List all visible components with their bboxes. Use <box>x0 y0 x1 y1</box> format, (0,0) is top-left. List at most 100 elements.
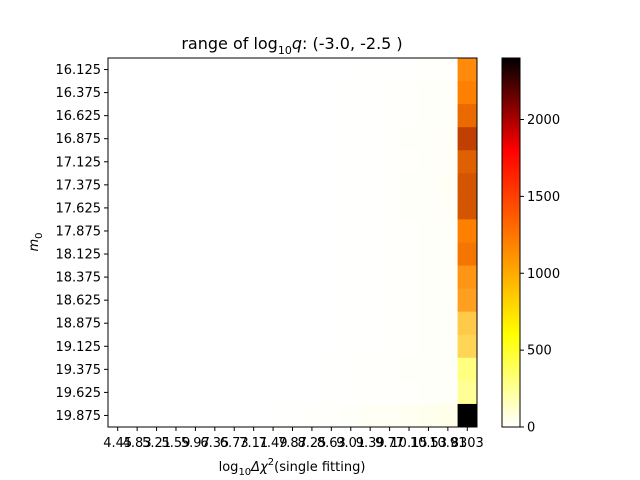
x-axis-label: log10Δχ2(single fitting) <box>219 457 366 478</box>
y-tick-label: 16.625 <box>56 109 102 124</box>
heatmap-cell <box>379 357 400 382</box>
heatmap-cell <box>243 104 264 128</box>
heatmap-cell <box>243 81 264 105</box>
title-variable: q <box>292 34 302 53</box>
heatmap-cell <box>263 196 284 220</box>
y-tick-label: 19.125 <box>56 340 102 355</box>
heatmap-cell <box>108 334 128 359</box>
heatmap-cell <box>243 219 264 243</box>
x-tick-label: 8.63 <box>317 436 346 451</box>
heatmap-cell <box>224 196 245 220</box>
heatmap-cell <box>302 173 323 197</box>
heatmap-cell <box>263 334 284 359</box>
heatmap-cell <box>127 380 148 405</box>
xlabel-superscript: 2 <box>268 457 274 468</box>
heatmap-cell <box>166 403 187 428</box>
heatmap-cell <box>360 311 381 336</box>
heatmap-cell <box>263 403 284 428</box>
heatmap-cell <box>457 380 478 405</box>
heatmap-cell <box>282 104 303 128</box>
heatmap-cell <box>438 334 458 359</box>
heatmap-cell <box>146 403 167 428</box>
heatmap-cell <box>224 334 245 359</box>
heatmap-cell <box>205 242 225 266</box>
ylabel-main: m <box>27 239 42 252</box>
heatmap-cell <box>302 196 323 220</box>
heatmap-cell <box>457 219 478 243</box>
heatmap-cell <box>205 81 225 105</box>
heatmap-cell <box>127 288 148 313</box>
heatmap-cell <box>243 242 264 266</box>
y-tick-label: 19.875 <box>56 409 102 424</box>
heatmap-cell <box>205 334 225 359</box>
heatmap-cell <box>146 196 167 220</box>
heatmap-cell <box>282 196 303 220</box>
heatmap-cell <box>263 127 284 151</box>
heatmap-cell <box>418 219 439 243</box>
heatmap-cell <box>166 265 187 290</box>
x-tick-label: 5.21 <box>142 436 171 451</box>
heatmap-cell <box>166 357 187 382</box>
heatmap-cell <box>185 288 206 313</box>
heatmap-cell <box>224 242 245 266</box>
heatmap-cell <box>282 219 303 243</box>
xlabel-delta-chi: Δχ <box>250 460 269 475</box>
heatmap-cell <box>418 81 439 105</box>
heatmap-cell <box>379 150 400 174</box>
heatmap-cell <box>379 104 400 128</box>
heatmap-cell <box>205 265 225 290</box>
heatmap-cell <box>457 150 478 174</box>
heatmap-cell <box>360 173 381 197</box>
heatmap-cell <box>224 380 245 405</box>
colorbar-tick-label: 0 <box>527 421 535 436</box>
heatmap-cell <box>399 127 420 151</box>
heatmap-cell <box>302 104 323 128</box>
heatmap-cell <box>302 288 323 313</box>
heatmap-cell <box>360 150 381 174</box>
heatmap-cell <box>166 380 187 405</box>
heatmap-cell <box>185 173 206 197</box>
heatmap-cell <box>418 403 439 428</box>
heatmap-cell <box>282 357 303 382</box>
heatmap-cell <box>146 150 167 174</box>
heatmap-cell <box>438 196 458 220</box>
heatmap-cell <box>302 150 323 174</box>
heatmap-cell <box>127 104 148 128</box>
heatmap-cell <box>108 58 128 82</box>
heatmap-cell <box>379 288 400 313</box>
xlabel-subscript: 10 <box>238 467 251 478</box>
y-tick-label: 17.625 <box>56 201 102 216</box>
heatmap-cell <box>224 127 245 151</box>
heatmap-cell <box>341 357 361 382</box>
heatmap-cell <box>321 196 342 220</box>
heatmap-cell <box>282 311 303 336</box>
heatmap-cell <box>185 311 206 336</box>
heatmap-cell <box>263 173 284 197</box>
heatmap-cell <box>282 265 303 290</box>
heatmap-cell <box>457 311 478 336</box>
heatmap-cell <box>360 380 381 405</box>
heatmap-cell <box>127 311 148 336</box>
heatmap-cell <box>321 288 342 313</box>
colorbar-tick-label: 2000 <box>527 113 560 128</box>
heatmap-cell <box>321 58 342 82</box>
heatmap-cell <box>418 104 439 128</box>
y-axis-ticks: 16.125 16.375 16.625 16.875 17.125 17.375 17.6… <box>56 63 108 424</box>
heatmap-cell <box>108 150 128 174</box>
heatmap-cell <box>185 196 206 220</box>
heatmap-cell <box>243 127 264 151</box>
heatmap-cell <box>418 150 439 174</box>
x-tick-label: 7.87 <box>278 436 307 451</box>
heatmap-cell <box>205 357 225 382</box>
heatmap-cell <box>457 357 478 382</box>
heatmap-cell <box>457 173 478 197</box>
heatmap-cell <box>379 219 400 243</box>
heatmap-cell <box>418 357 439 382</box>
heatmap-cell <box>166 127 187 151</box>
heatmap-cell <box>224 150 245 174</box>
heatmap-cell <box>399 150 420 174</box>
heatmap-cell <box>263 219 284 243</box>
heatmap-cell <box>321 242 342 266</box>
heatmap-cell <box>379 311 400 336</box>
x-axis-ticks: 4.454.835.215.595.976.356.737.117.497.87… <box>103 427 484 451</box>
